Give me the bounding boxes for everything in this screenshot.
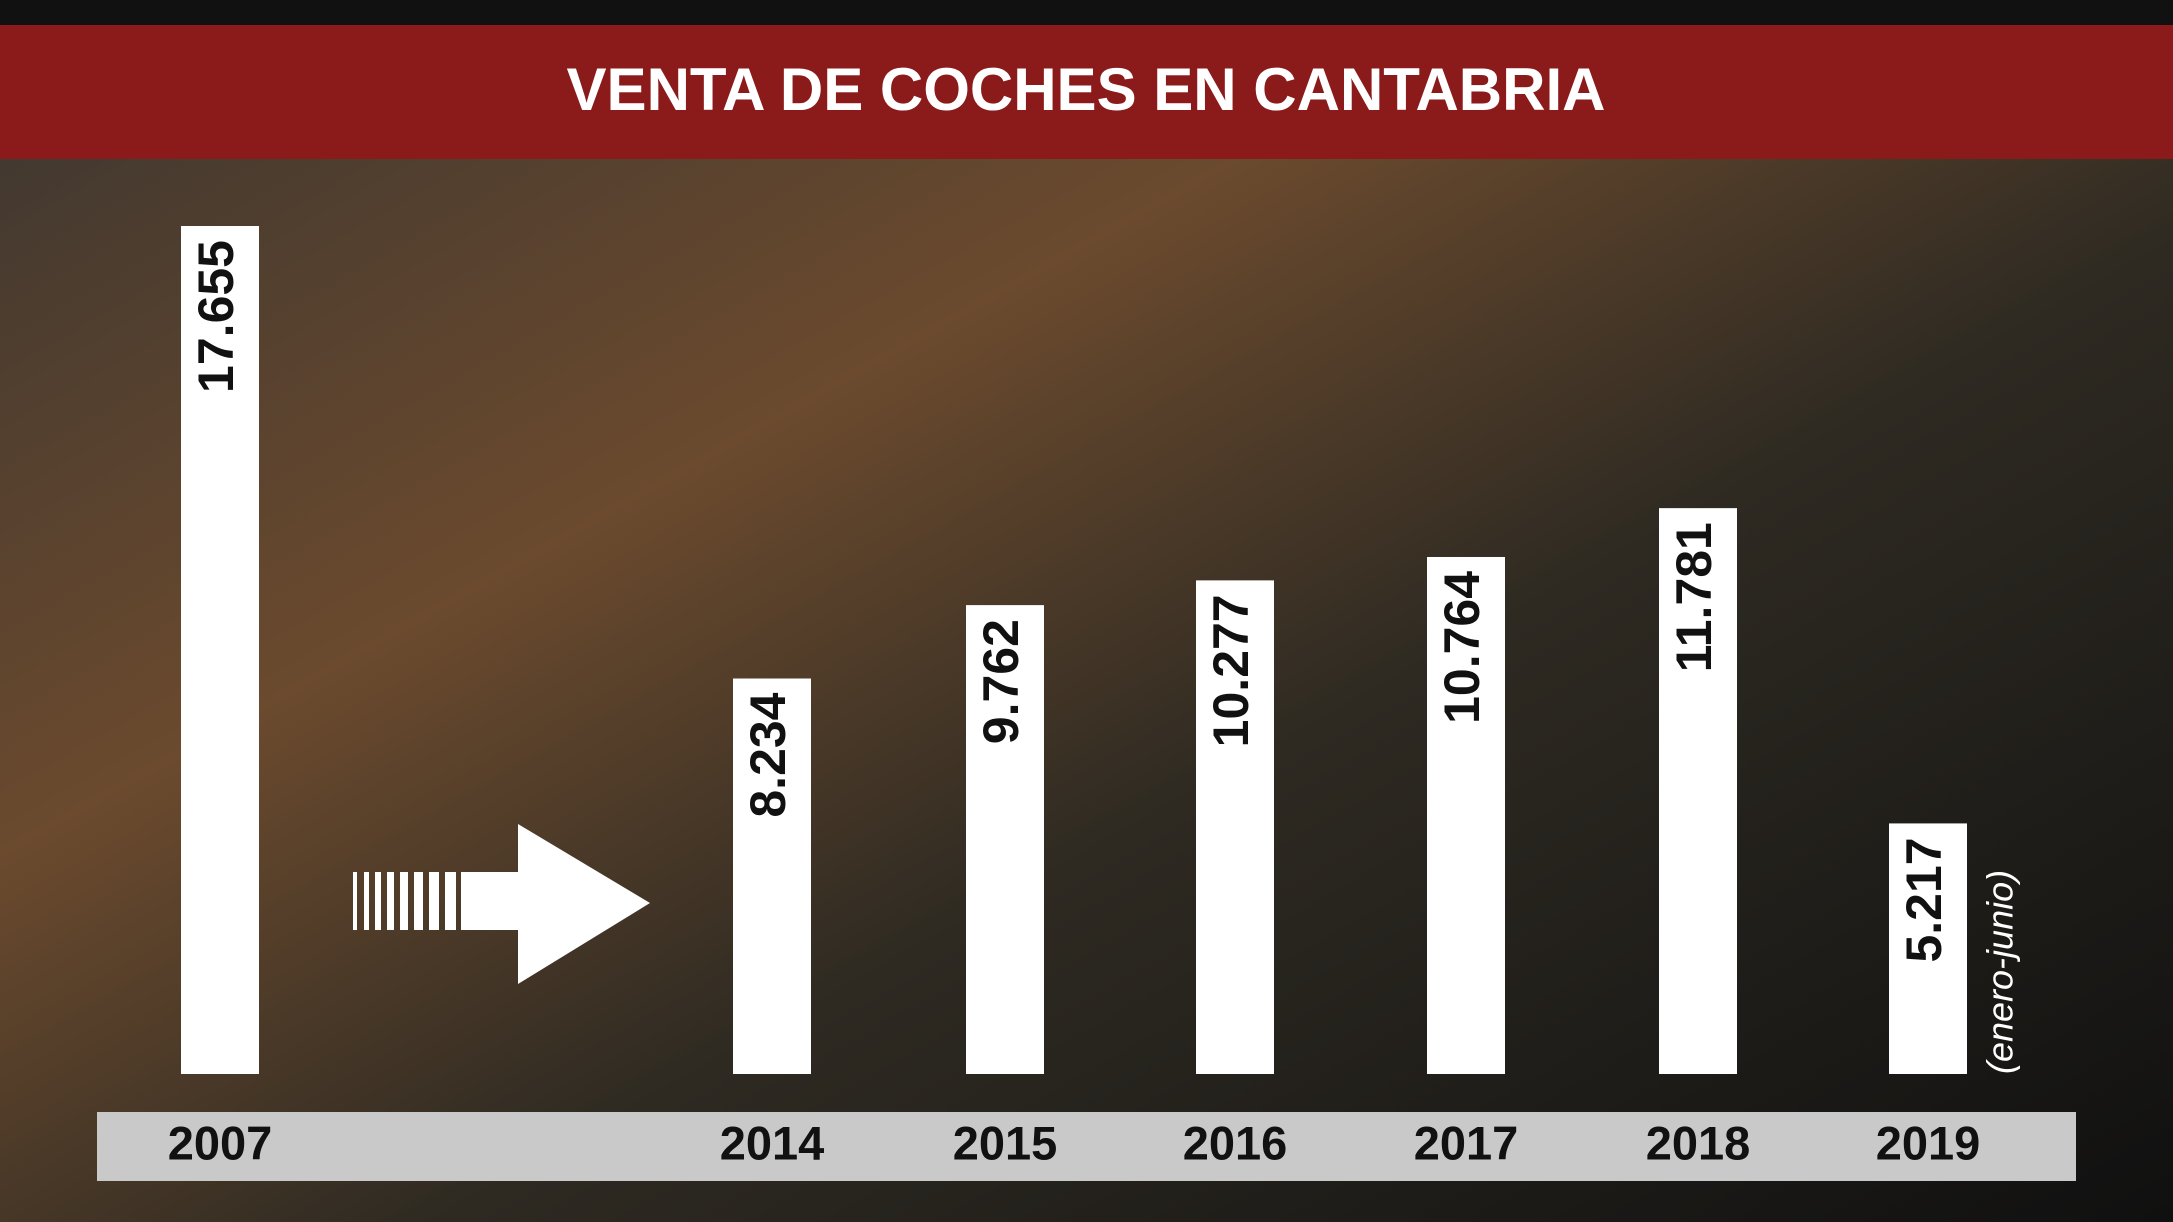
bar: [1659, 508, 1737, 1074]
value-label: 9.762: [973, 619, 1029, 744]
value-label: 17.655: [188, 240, 244, 393]
bar: [1427, 556, 1505, 1074]
title-band: [0, 25, 2173, 159]
x-tick-label: 2017: [1414, 1116, 1519, 1169]
x-tick-label: 2018: [1646, 1116, 1751, 1169]
value-label: 8.234: [740, 692, 796, 817]
value-label: 11.781: [1666, 522, 1722, 672]
bar: [966, 605, 1044, 1074]
x-tick-label: 2014: [720, 1116, 825, 1169]
year-strip: [97, 1112, 2076, 1181]
x-tick-label: 2015: [953, 1116, 1058, 1169]
annotation: (enero-junio): [1980, 870, 2021, 1074]
bar: [1889, 823, 1967, 1074]
x-tick-label: 2007: [168, 1116, 273, 1169]
arrow: [353, 824, 650, 984]
x-tick-label: 2019: [1876, 1116, 1981, 1169]
value-label: 10.764: [1434, 571, 1490, 724]
chart-title: VENTA DE COCHES EN CANTABRIA: [567, 56, 1606, 123]
bar: [1196, 580, 1274, 1074]
top-strip: [0, 0, 2173, 25]
x-tick-label: 2016: [1183, 1116, 1288, 1169]
value-label: 10.277: [1203, 594, 1259, 747]
bar: [181, 226, 259, 1074]
value-label: 5.217: [1896, 837, 1952, 962]
bar: [733, 678, 811, 1074]
